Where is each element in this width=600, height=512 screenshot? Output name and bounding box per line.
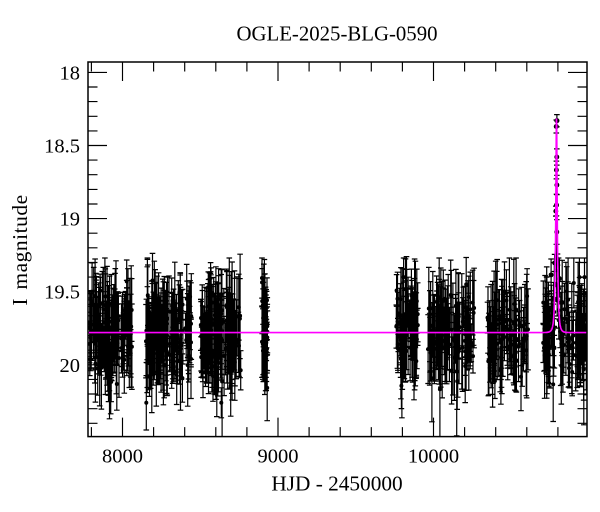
svg-text:HJD - 2450000: HJD - 2450000 xyxy=(271,472,402,496)
svg-text:19: 19 xyxy=(60,209,81,231)
svg-text:10000: 10000 xyxy=(408,446,459,468)
svg-text:19.5: 19.5 xyxy=(44,282,80,304)
svg-text:9000: 9000 xyxy=(258,446,299,468)
svg-text:8000: 8000 xyxy=(102,446,143,468)
svg-text:18.5: 18.5 xyxy=(44,136,80,158)
svg-text:OGLE-2025-BLG-0590: OGLE-2025-BLG-0590 xyxy=(236,23,437,46)
svg-text:I magnitude: I magnitude xyxy=(8,194,32,305)
svg-text:18: 18 xyxy=(60,62,81,84)
svg-text:20: 20 xyxy=(60,355,81,377)
